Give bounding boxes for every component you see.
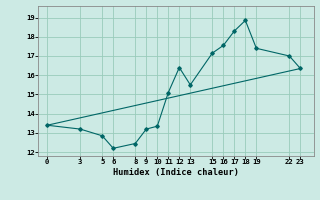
X-axis label: Humidex (Indice chaleur): Humidex (Indice chaleur): [113, 168, 239, 177]
